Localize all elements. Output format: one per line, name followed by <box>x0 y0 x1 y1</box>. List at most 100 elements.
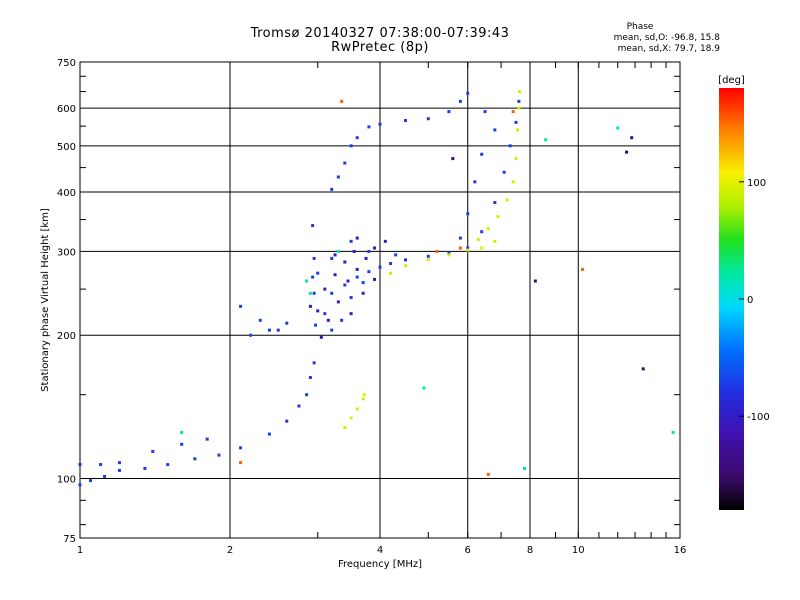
data-point <box>276 328 280 332</box>
x-axis-label: Frequency [MHz] <box>338 559 422 570</box>
data-point <box>466 248 470 252</box>
data-point <box>305 393 309 397</box>
data-point <box>103 474 107 478</box>
y-tick-label: 300 <box>57 247 76 258</box>
data-point <box>373 277 377 281</box>
data-point <box>378 265 382 269</box>
y-tick-label: 75 <box>63 534 76 545</box>
data-point <box>312 291 316 295</box>
data-point <box>117 461 121 465</box>
data-point <box>193 457 197 461</box>
data-point <box>336 249 340 253</box>
data-point <box>267 432 271 436</box>
data-point <box>383 239 387 243</box>
data-point <box>447 251 451 255</box>
data-point <box>403 258 407 262</box>
data-point <box>502 170 506 174</box>
data-point <box>355 267 359 271</box>
data-point <box>466 246 470 250</box>
data-point <box>630 136 634 140</box>
colorbar-tick-label: -100 <box>747 412 770 423</box>
data-point <box>355 236 359 240</box>
x-tick-label: 8 <box>527 545 533 556</box>
data-point <box>486 472 490 476</box>
phase-colorbar: [deg] 100 0 -100 <box>718 75 770 510</box>
colorbar-ticks: 100 0 -100 <box>739 178 770 423</box>
data-point <box>476 237 480 241</box>
data-point <box>480 152 484 156</box>
data-point <box>349 416 353 420</box>
phase-header: Phase <box>626 22 654 32</box>
data-point <box>314 323 318 327</box>
data-point <box>355 275 359 279</box>
data-point <box>466 212 470 216</box>
data-point <box>426 117 430 121</box>
data-point <box>117 468 121 472</box>
data-point <box>340 99 344 103</box>
data-point <box>336 300 340 304</box>
data-point <box>361 397 365 401</box>
x-tick-label: 2 <box>227 545 233 556</box>
data-point <box>483 110 487 114</box>
colorbar-tick-label: 100 <box>747 178 766 189</box>
data-point <box>343 260 347 264</box>
x-tick-label: 6 <box>465 545 471 556</box>
data-point <box>267 328 271 332</box>
data-point <box>89 479 93 483</box>
data-point <box>180 442 184 446</box>
data-point <box>447 253 451 257</box>
data-point <box>361 291 365 295</box>
data-point <box>493 128 497 132</box>
colorbar-tick-label: 0 <box>747 295 753 306</box>
data-point <box>349 239 353 243</box>
data-point <box>511 180 515 184</box>
y-axis-label: Stationary phase Virtual Height [km] <box>40 208 51 392</box>
data-point <box>378 122 382 126</box>
data-point <box>312 361 316 365</box>
data-point <box>311 275 315 279</box>
data-point <box>349 312 353 316</box>
data-point <box>389 271 393 275</box>
data-point <box>641 367 645 371</box>
data-point <box>330 328 334 332</box>
data-point <box>305 279 309 283</box>
data-point <box>340 318 344 322</box>
data-point <box>349 144 353 148</box>
data-point <box>316 309 320 313</box>
data-point <box>435 249 439 253</box>
data-point <box>78 483 82 487</box>
y-tick-label: 750 <box>57 58 76 69</box>
data-point <box>355 407 359 411</box>
data-point <box>422 386 426 390</box>
data-point <box>523 466 527 470</box>
data-point <box>343 425 347 429</box>
data-point <box>330 187 334 191</box>
data-point <box>394 253 398 257</box>
grid-lines <box>80 62 680 538</box>
y-tick-label: 200 <box>57 331 76 342</box>
data-point <box>458 99 462 103</box>
data-point <box>316 271 320 275</box>
data-point <box>373 246 377 250</box>
data-point <box>166 463 170 467</box>
data-point <box>458 236 462 240</box>
data-point <box>343 283 347 287</box>
data-point <box>239 304 243 308</box>
data-point <box>625 150 629 154</box>
data-point <box>333 253 337 257</box>
data-point <box>249 333 253 337</box>
data-point <box>143 466 147 470</box>
axis-ticks: 1 2 4 6 8 10 16 75 100 200 300 400 500 600 750 <box>57 58 686 556</box>
data-point <box>362 393 366 397</box>
data-point <box>355 136 359 140</box>
data-point <box>451 157 455 161</box>
phase-x-stats: mean, sd,X: 79.7, 18.9 <box>617 44 720 54</box>
data-point <box>323 287 327 291</box>
data-point <box>486 227 490 231</box>
data-point <box>333 273 337 277</box>
data-point <box>364 256 368 260</box>
data-point <box>361 281 365 285</box>
y-tick-label: 600 <box>57 104 76 115</box>
data-point <box>330 256 334 260</box>
data-point <box>466 91 470 95</box>
